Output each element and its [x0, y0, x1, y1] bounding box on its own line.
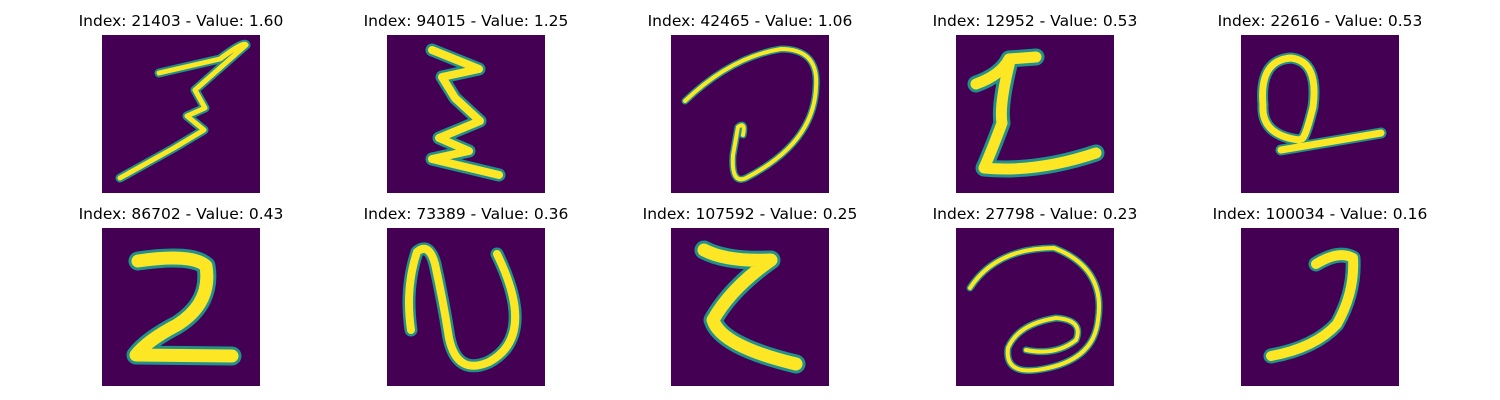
panel-title: Index: 73389 - Value: 0.36	[363, 205, 569, 223]
digit-image	[671, 228, 829, 386]
panel-title: Index: 94015 - Value: 1.25	[363, 12, 569, 30]
digit-image	[102, 35, 260, 193]
digit-image-drawing	[681, 45, 820, 183]
digit-image	[1241, 228, 1399, 386]
digit-image	[387, 228, 545, 386]
digit-image-drawing	[126, 248, 242, 366]
digit-image-drawing	[967, 48, 1105, 178]
digit-image-drawing	[1257, 52, 1387, 156]
digit-image-drawing	[966, 244, 1103, 374]
panel-title: Index: 22616 - Value: 0.53	[1217, 12, 1423, 30]
panel-title: Index: 100034 - Value: 0.16	[1212, 205, 1428, 223]
digit-image-drawing	[1263, 247, 1361, 364]
panel-title: Index: 107592 - Value: 0.25	[642, 205, 858, 223]
panel-title: Index: 42465 - Value: 1.06	[647, 12, 853, 30]
digit-image-drawing	[402, 242, 522, 373]
digit-image	[956, 228, 1114, 386]
digit-image	[1241, 35, 1399, 193]
panel-title: Index: 86702 - Value: 0.43	[78, 205, 284, 223]
digit-image	[102, 228, 260, 386]
digit-image	[387, 35, 545, 193]
digit-image-drawing	[425, 43, 506, 182]
panel-title: Index: 21403 - Value: 1.60	[78, 12, 284, 30]
digit-image-drawing	[694, 240, 806, 374]
panel-title: Index: 12952 - Value: 0.53	[932, 12, 1138, 30]
panel-title: Index: 27798 - Value: 0.23	[932, 205, 1138, 223]
digit-image	[956, 35, 1114, 193]
digit-image-drawing	[115, 39, 251, 183]
digit-image	[671, 35, 829, 193]
